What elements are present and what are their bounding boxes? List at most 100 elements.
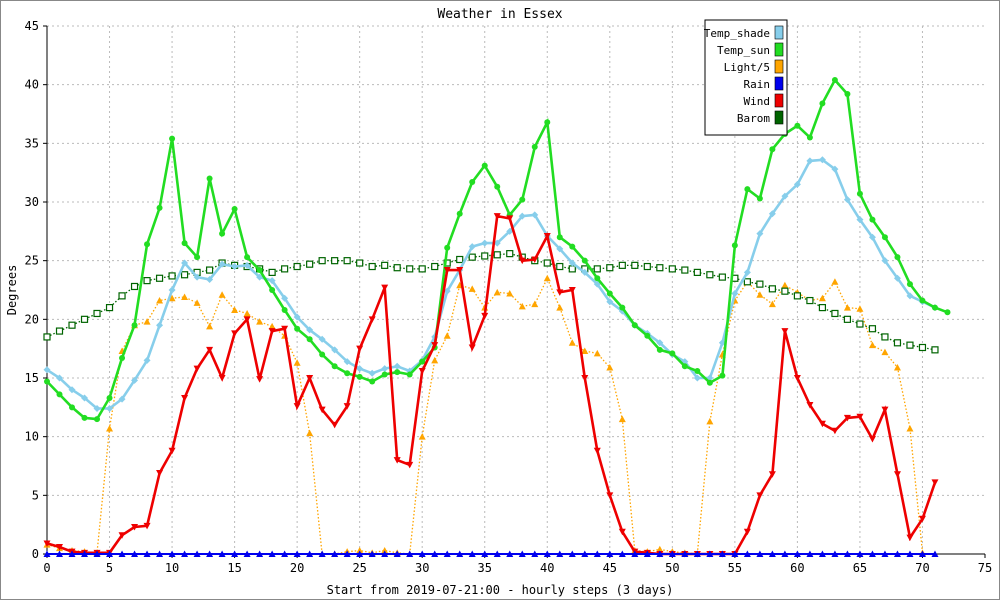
data-point-barom (693, 268, 701, 276)
data-point-temp-shade (506, 227, 514, 235)
data-point-temp-sun (769, 146, 776, 153)
data-point-wind (881, 406, 889, 414)
data-point-barom (506, 250, 514, 258)
data-point-temp-shade (818, 156, 826, 164)
x-tick-label: 70 (915, 561, 929, 575)
data-point-light-5 (306, 429, 314, 437)
data-point-temp-shade (56, 374, 64, 382)
data-point-barom (918, 343, 927, 352)
data-point-barom (331, 257, 339, 265)
data-point-wind (381, 284, 389, 292)
data-point-temp-sun (644, 332, 651, 339)
data-point-barom (93, 309, 101, 318)
x-tick-label: 30 (415, 561, 429, 575)
data-point-temp-shade (81, 394, 89, 402)
data-point-barom (806, 296, 814, 305)
data-point-light-5 (206, 322, 214, 330)
series-temp-sun (44, 76, 951, 423)
data-point-temp-shade (193, 273, 201, 281)
data-point-temp-sun (944, 309, 951, 316)
legend-swatch-temp-sun (774, 42, 784, 57)
data-point-temp-shade (493, 239, 501, 247)
series-line-light-5 (46, 276, 924, 555)
data-point-rain (43, 550, 51, 557)
data-point-temp-shade (693, 374, 701, 382)
data-point-barom (556, 262, 564, 271)
data-point-temp-sun (256, 267, 263, 274)
data-point-temp-shade (868, 233, 876, 241)
data-point-rain (831, 550, 839, 557)
data-point-barom (781, 287, 789, 295)
data-point-rain (493, 550, 501, 557)
data-point-temp-shade (68, 386, 76, 394)
data-point-rain (693, 550, 701, 557)
legend-swatch-wind (774, 93, 784, 108)
data-point-barom (606, 264, 614, 272)
data-point-rain (781, 550, 789, 557)
data-point-wind (243, 316, 251, 323)
data-point-light-5 (256, 318, 264, 325)
data-point-temp-shade (443, 287, 451, 295)
data-point-barom (843, 315, 852, 323)
data-point-wind (568, 287, 576, 294)
data-point-temp-sun (494, 183, 501, 190)
data-point-barom (281, 265, 289, 273)
data-point-barom (118, 292, 126, 300)
data-point-rain (406, 550, 414, 557)
data-point-rain (368, 550, 376, 557)
data-point-barom (68, 321, 76, 329)
data-point-light-5 (268, 322, 276, 330)
data-point-temp-sun (694, 367, 701, 374)
data-point-barom (180, 271, 189, 279)
data-point-temp-sun (106, 394, 113, 401)
data-point-light-5 (218, 291, 226, 298)
data-point-light-5 (156, 297, 164, 304)
data-point-temp-shade (531, 211, 539, 219)
data-point-barom (593, 265, 601, 273)
data-point-barom (818, 304, 827, 312)
data-point-wind (268, 328, 276, 335)
data-point-temp-sun (144, 241, 151, 248)
data-point-light-5 (706, 417, 714, 425)
data-point-temp-shade (306, 326, 314, 334)
data-point-light-5 (593, 349, 601, 357)
data-point-barom (618, 261, 626, 269)
data-point-wind (906, 534, 914, 542)
data-point-wind (368, 316, 376, 323)
data-point-rain (843, 550, 851, 557)
data-point-barom (55, 327, 64, 335)
data-point-temp-sun (831, 76, 838, 83)
data-point-light-5 (831, 278, 839, 285)
data-point-temp-shade (168, 286, 176, 294)
data-point-light-5 (468, 285, 476, 292)
data-point-temp-shade (93, 405, 101, 413)
data-point-temp-sun (806, 134, 813, 141)
data-point-light-5 (293, 359, 301, 366)
data-point-rain (506, 550, 514, 557)
data-point-rain (56, 550, 64, 557)
data-point-temp-sun (81, 414, 88, 421)
data-point-rain (643, 550, 651, 557)
data-point-wind (618, 528, 626, 536)
data-point-light-5 (106, 424, 114, 432)
data-point-temp-shade (331, 346, 339, 354)
data-point-temp-sun (794, 122, 801, 129)
data-point-barom (205, 266, 214, 274)
data-point-rain (618, 550, 626, 557)
data-point-temp-sun (731, 242, 738, 249)
data-point-temp-shade (218, 260, 226, 268)
data-point-wind (131, 524, 139, 531)
data-point-light-5 (143, 318, 151, 325)
data-point-temp-sun (931, 304, 938, 311)
data-point-wind (893, 471, 901, 478)
x-tick-label: 15 (227, 561, 241, 575)
data-point-rain (931, 550, 939, 557)
data-point-wind (406, 461, 414, 469)
data-point-temp-shade (656, 339, 664, 347)
data-point-rain (656, 550, 664, 557)
x-tick-label: 45 (603, 561, 617, 575)
data-point-rain (743, 550, 751, 557)
data-point-temp-sun (469, 179, 476, 186)
data-point-wind (743, 528, 751, 536)
